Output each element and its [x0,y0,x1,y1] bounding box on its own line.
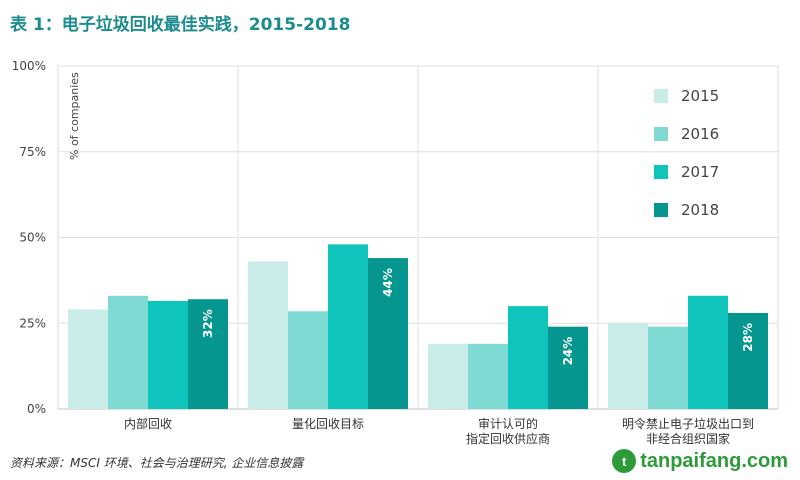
y-axis-label: % of companies [68,72,81,160]
chart-title: 表 1：电子垃圾回收最佳实践，2015-2018 [10,15,351,35]
legend-swatch-2018 [654,203,668,217]
bar-2015 [248,261,288,409]
bar-2017 [148,300,188,409]
y-tick-label: 0% [27,402,46,416]
leaf-logo-icon: t [612,449,637,473]
bar-2018 [548,326,588,409]
y-tick-label: 50% [19,231,46,245]
bar-2018 [728,312,768,409]
legend-swatch-2017 [654,165,668,179]
watermark-text: tanpaifang.com [640,449,788,472]
bar-data-label: 28% [741,323,755,352]
category-label: 内部回收 [124,416,172,431]
bar-2017 [508,306,548,409]
legend-swatch-2016 [654,127,668,141]
category-label: 非经合组织国家 [646,431,730,446]
bar-data-label: 24% [561,337,575,366]
bar-2015 [68,309,108,409]
y-tick-label: 100% [12,59,46,73]
legend-swatch-2015 [654,89,668,103]
bar-2016 [648,326,688,409]
bar-2018 [368,258,408,409]
legend-label: 2017 [681,163,719,181]
bar-2017 [328,244,368,409]
bar-data-label: 32% [201,309,215,338]
category-label: 量化回收目标 [292,417,364,431]
bar-2016 [288,311,328,409]
bar-2015 [608,323,648,409]
bar-2015 [428,343,468,409]
bar-2016 [108,295,148,409]
legend-label: 2016 [681,125,719,143]
category-label: 明令禁止电子垃圾出口到 [622,416,754,431]
source-note: 资料来源：MSCI 环境、社会与治理研究, 企业信息披露 [10,456,304,470]
y-tick-label: 75% [19,145,46,159]
y-tick-label: 25% [19,316,46,330]
legend-label: 2018 [681,201,719,219]
bar-2018 [188,299,228,409]
category-label: 指定回收供应商 [466,431,550,446]
bar-data-label: 44% [381,268,395,297]
bar-2017 [688,295,728,409]
watermark: t tanpaifang.com [612,446,788,476]
bar-2016 [468,343,508,409]
legend-label: 2015 [681,87,719,105]
category-label: 审计认可的 [478,416,538,431]
